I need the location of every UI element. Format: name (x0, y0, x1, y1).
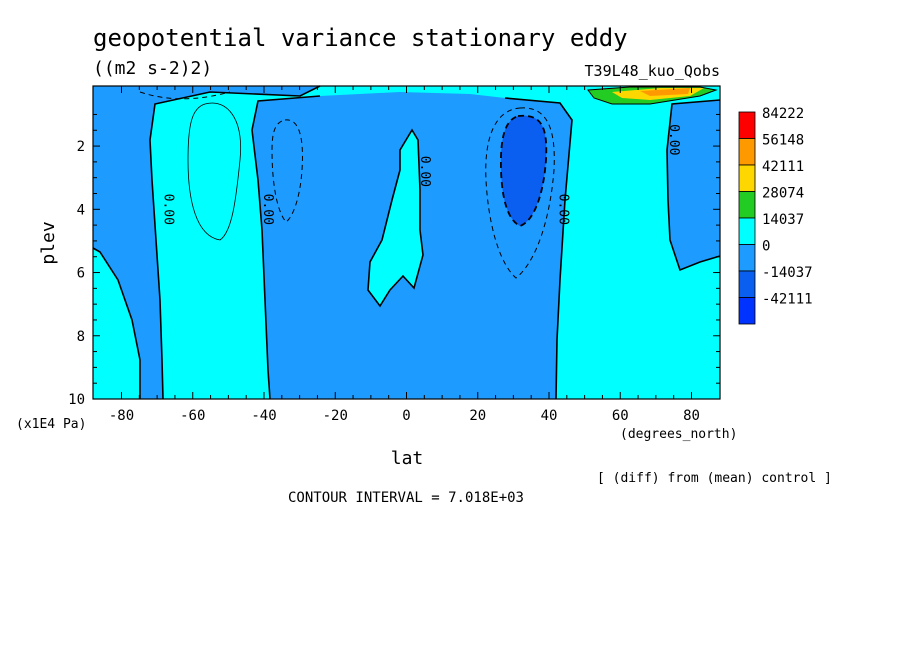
run-label: T39L48_kuo_Qobs (585, 62, 720, 80)
x-tick-label: -80 (109, 408, 134, 424)
x-tick-label: 0 (402, 408, 410, 424)
legend-swatch (738, 138, 756, 166)
legend-swatch (738, 270, 756, 298)
zero-contour-left-2 (149, 85, 321, 400)
negative-contour-south (271, 119, 303, 223)
contour-lines (92, 85, 721, 400)
y-tick-label: 4 (77, 202, 85, 218)
contour-label: 0.00 (417, 156, 432, 187)
legend-label: -14037 (762, 265, 813, 281)
x-tick-label: -40 (251, 408, 276, 424)
contour-labels: 0.00 0.00 0.00 0.00 0.00 (160, 124, 681, 225)
y-tick-label: 8 (77, 329, 85, 345)
contour-label: 0.00 (556, 194, 571, 225)
positive-patch-north-core (640, 88, 690, 96)
x-tick-label: 60 (612, 408, 629, 424)
zero-contour-left (92, 247, 141, 399)
contour-label: 0.00 (260, 194, 275, 225)
positive-contour-north (587, 86, 718, 105)
contour-label: 0.00 (666, 124, 681, 155)
contour-label: 0.00 (160, 194, 175, 225)
chart-subtitle: ((m2 s-2)2) (93, 58, 212, 79)
x-axis-units: (degrees_north) (620, 427, 737, 442)
positive-contour-south (187, 102, 242, 241)
negative-contour-outer (485, 107, 555, 279)
negative-region-right (667, 100, 720, 270)
y-axis-units: (x1E4 Pa) (16, 417, 86, 432)
legend-swatch (738, 244, 756, 272)
negative-core-south (500, 115, 547, 226)
x-tick-label: 80 (683, 408, 700, 424)
legend-swatch (738, 191, 756, 219)
x-tick-label: 20 (469, 408, 486, 424)
legend-label: 42111 (762, 159, 804, 175)
legend-label: 0 (762, 239, 770, 255)
diff-note: [ (diff) from (mean) control ] (597, 471, 832, 486)
y-tick-label: 10 (68, 392, 85, 408)
legend-label: 14037 (762, 212, 804, 228)
legend-swatch (738, 111, 756, 139)
zero-contour-north (666, 99, 721, 272)
legend-label: -42111 (762, 292, 813, 308)
color-legend: 84222 56148 42111 28074 14037 0 -14037 -42111 (738, 106, 813, 325)
legend-swatch (738, 164, 756, 192)
legend-label: 84222 (762, 106, 804, 122)
x-tick-label: -60 (180, 408, 205, 424)
y-tick-label: 2 (77, 139, 85, 155)
plot-area: 0.00 0.000.000.000.00 -80 -60 -40 -20 0 20 40 60… (68, 85, 721, 424)
zero-contour-equator (367, 128, 424, 308)
zero-contour-central-west (251, 95, 321, 400)
negative-contour-top (139, 91, 231, 100)
positive-tongue-equator (368, 130, 423, 306)
y-axis-label: plev (38, 221, 59, 264)
legend-swatch (738, 217, 756, 245)
legend-swatch (738, 297, 756, 325)
x-axis-label: lat (391, 448, 424, 469)
x-tick-label: -20 (323, 408, 348, 424)
legend-label: 56148 (762, 133, 804, 149)
y-tick-label: 6 (77, 266, 85, 282)
contour-interval: CONTOUR INTERVAL = 7.018E+03 (288, 490, 524, 506)
chart-title: geopotential variance stationary eddy (93, 24, 628, 52)
legend-label: 28074 (762, 186, 804, 202)
zero-contour-central-east (504, 97, 573, 400)
axis-ticks: -80 -60 -40 -20 0 20 40 60 80 2 4 6 8 10 (68, 86, 720, 424)
x-tick-label: 40 (541, 408, 558, 424)
negative-region-left (93, 86, 320, 399)
